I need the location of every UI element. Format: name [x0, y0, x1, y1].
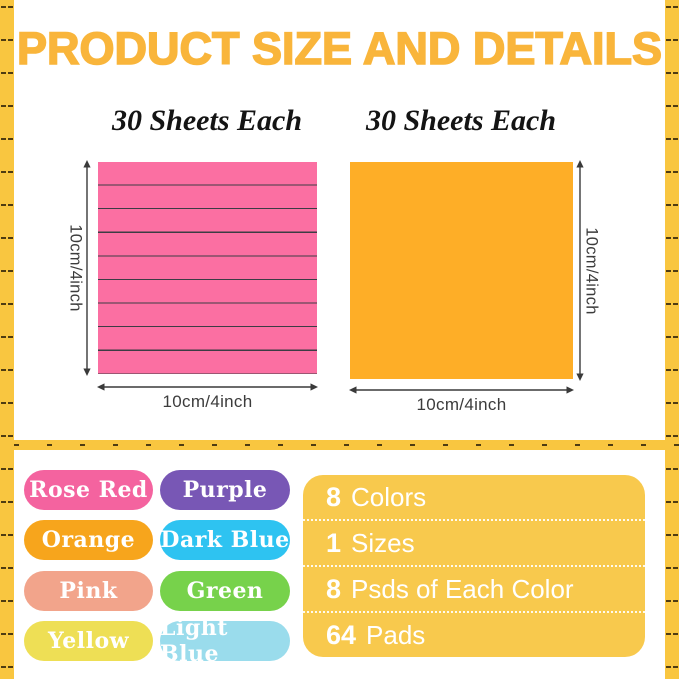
detail-colors-number: 8 — [326, 481, 342, 512]
detail-pads-per-color-number: 8 — [326, 573, 342, 604]
swatch-purple: Purple — [160, 470, 290, 510]
width-dimension-arrow-left — [97, 383, 318, 391]
detail-sizes-number: 1 — [326, 527, 342, 558]
swatch-rose-red: Rose Red — [24, 470, 153, 510]
detail-pads-per-color: 8 Psds of Each Color — [303, 567, 645, 613]
page-title: PRODUCT SIZE AND DETAILS — [16, 23, 663, 74]
swatch-pink: Pink — [24, 571, 153, 611]
right-pad-width-label: 10cm/4inch — [416, 395, 507, 414]
details-panel: 8 Colors 1 Sizes 8 Psds of Each Color 64… — [303, 475, 645, 657]
detail-total-pads: 64 Pads — [303, 613, 645, 657]
detail-pads-per-color-text: Psds of Each Color — [351, 573, 574, 604]
orange-plain-notepad — [350, 162, 573, 379]
detail-total-pads-text: Pads — [366, 619, 426, 650]
left-pad-width-label: 10cm/4inch — [162, 392, 253, 411]
detail-total-pads-number: 64 — [326, 619, 357, 650]
left-pad-height-label: 10cm/4inch — [66, 224, 85, 312]
detail-colors-text: Colors — [351, 481, 427, 512]
height-dimension-arrow-left — [83, 160, 91, 376]
swatch-dark-blue: Dark Blue — [160, 520, 290, 560]
pink-lined-notepad — [98, 162, 317, 374]
swatch-light-blue: Light Blue — [160, 615, 290, 667]
detail-colors: 8 Colors — [303, 475, 645, 521]
detail-sizes-text: Sizes — [351, 527, 415, 558]
right-pad-sheets-label: 30 Sheets Each — [365, 104, 557, 137]
height-dimension-arrow-right — [576, 160, 584, 381]
right-ruler-border — [665, 0, 679, 679]
detail-sizes: 1 Sizes — [303, 521, 645, 567]
width-dimension-arrow-right — [349, 386, 574, 394]
swatch-orange: Orange — [24, 520, 153, 560]
swatch-yellow: Yellow — [24, 621, 153, 661]
swatch-green: Green — [160, 571, 290, 611]
left-ruler-border — [0, 0, 14, 679]
left-pad-sheets-label: 30 Sheets Each — [111, 104, 303, 137]
right-pad-height-label: 10cm/4inch — [582, 227, 601, 315]
middle-ruler-divider — [0, 440, 679, 450]
